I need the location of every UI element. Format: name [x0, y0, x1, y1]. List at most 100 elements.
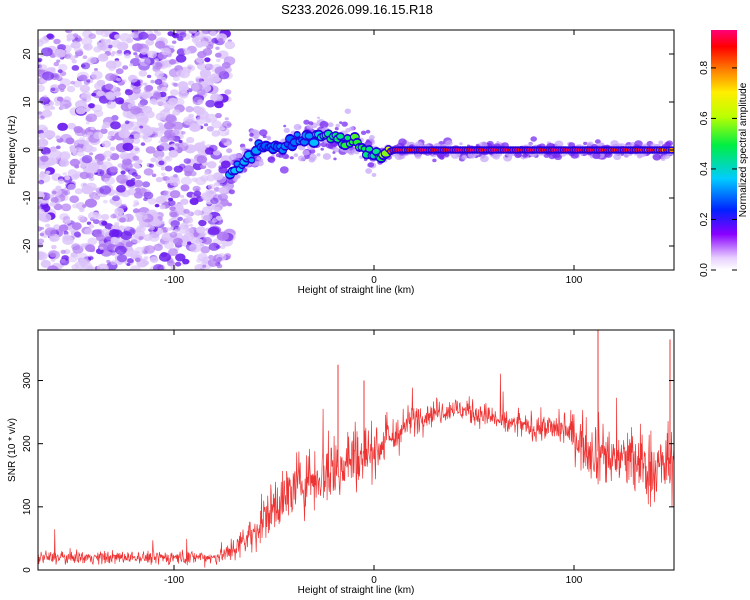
noise-blob [175, 143, 180, 147]
noise-blob [201, 40, 209, 47]
noise-blob [157, 122, 164, 127]
noise-blob [54, 102, 60, 107]
noise-blob [145, 110, 155, 119]
noise-blob [148, 163, 154, 168]
track-halo [658, 140, 664, 145]
spectrogram-y-tick-label: -20 [22, 238, 33, 253]
noise-blob [164, 122, 174, 130]
noise-blob [163, 82, 168, 86]
noise-blob [145, 146, 156, 154]
colorbar-tick-label: 0.0 [699, 263, 710, 277]
noise-blob [92, 187, 96, 191]
noise-blob [39, 36, 49, 44]
noise-blob [68, 255, 78, 263]
noise-blob [73, 231, 81, 237]
noise-blob [217, 38, 224, 43]
noise-blob [44, 103, 50, 108]
track-halo [445, 140, 453, 147]
track-halo [360, 130, 367, 135]
noise-blob [85, 244, 96, 253]
track-halo [583, 141, 588, 146]
track-halo [617, 143, 622, 148]
noise-blob [155, 112, 166, 121]
noise-blob [183, 158, 191, 164]
noise-blob [114, 34, 121, 40]
noise-blob [41, 109, 53, 118]
noise-blob [174, 261, 182, 267]
noise-blob [104, 176, 115, 185]
noise-blob [124, 120, 130, 125]
noise-blob [214, 101, 224, 109]
track-halo [297, 155, 306, 162]
noise-blob [101, 228, 110, 235]
track-halo [335, 123, 340, 128]
noise-blob [224, 117, 229, 121]
noise-blob [143, 135, 152, 143]
noise-blob [215, 215, 223, 221]
snr-y-tick-label: 100 [22, 498, 33, 515]
noise-blob [132, 208, 140, 214]
noise-blob [183, 116, 196, 126]
noise-blob [133, 133, 141, 140]
track-halo [634, 140, 643, 148]
noise-blob [132, 138, 141, 144]
noise-blob [66, 85, 76, 93]
noise-blob [127, 74, 139, 83]
track-halo [665, 140, 674, 147]
noise-blob [205, 113, 218, 123]
noise-blob [126, 258, 134, 264]
noise-blob [62, 172, 68, 176]
noise-blob [217, 193, 229, 202]
noise-blob [149, 98, 157, 105]
noise-blob [120, 43, 129, 50]
noise-blob [180, 176, 192, 186]
noise-blob [168, 58, 177, 65]
noise-blob [57, 122, 68, 131]
noise-blob [189, 123, 201, 132]
noise-blob [173, 82, 179, 87]
noise-blob [193, 190, 202, 197]
track-halo [341, 121, 348, 127]
noise-blob [168, 197, 174, 202]
noise-blob [145, 84, 154, 91]
track-halo [298, 125, 302, 129]
noise-blob [183, 142, 189, 147]
noise-blob [50, 196, 59, 204]
noise-blob [53, 61, 60, 67]
noise-blob [85, 198, 97, 208]
noise-blob [173, 174, 178, 178]
track-halo [365, 129, 371, 134]
noise-blob [106, 101, 117, 109]
noise-blob [184, 217, 194, 224]
noise-blob [49, 101, 55, 106]
track-halo [235, 153, 242, 159]
noise-blob [191, 37, 199, 43]
noise-blob [59, 213, 70, 221]
noise-blob [134, 246, 146, 256]
noise-blob [215, 52, 222, 58]
track-halo [623, 152, 630, 158]
noise-blob [160, 135, 170, 143]
noise-blob [73, 80, 83, 88]
noise-blob [215, 112, 222, 119]
noise-blob [52, 190, 57, 195]
colorbar-tick-label: 0.8 [699, 61, 710, 75]
track-halo [254, 136, 259, 140]
noise-blob [90, 126, 95, 131]
noise-blob [109, 74, 118, 81]
noise-blob [132, 155, 140, 161]
noise-blob [116, 174, 129, 184]
noise-blob [149, 256, 159, 263]
snr-y-tick-label: 0 [22, 567, 33, 573]
noise-blob [155, 176, 163, 183]
noise-blob [202, 236, 213, 245]
noise-blob [88, 256, 94, 260]
noise-blob [76, 202, 86, 210]
noise-blob [100, 38, 106, 43]
spectrogram-y-label: Frequency (Hz) [7, 116, 18, 185]
track-halo [270, 156, 274, 159]
noise-blob [40, 259, 51, 268]
noise-blob [216, 256, 223, 262]
noise-blob [39, 232, 45, 237]
noise-blob [45, 223, 51, 228]
